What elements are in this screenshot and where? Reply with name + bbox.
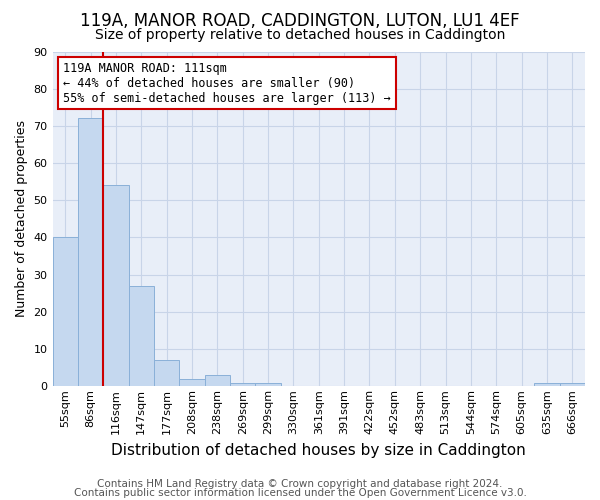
Text: 119A MANOR ROAD: 111sqm
← 44% of detached houses are smaller (90)
55% of semi-de: 119A MANOR ROAD: 111sqm ← 44% of detache… — [63, 62, 391, 104]
Bar — [78, 118, 103, 386]
Bar — [179, 379, 205, 386]
Bar — [560, 382, 585, 386]
Bar — [230, 382, 256, 386]
Bar — [154, 360, 179, 386]
Bar — [103, 186, 128, 386]
Bar — [128, 286, 154, 386]
Bar — [534, 382, 560, 386]
Text: Contains public sector information licensed under the Open Government Licence v3: Contains public sector information licen… — [74, 488, 526, 498]
Y-axis label: Number of detached properties: Number of detached properties — [15, 120, 28, 318]
Text: Contains HM Land Registry data © Crown copyright and database right 2024.: Contains HM Land Registry data © Crown c… — [97, 479, 503, 489]
Bar — [256, 382, 281, 386]
Bar — [205, 375, 230, 386]
Text: 119A, MANOR ROAD, CADDINGTON, LUTON, LU1 4EF: 119A, MANOR ROAD, CADDINGTON, LUTON, LU1… — [80, 12, 520, 30]
X-axis label: Distribution of detached houses by size in Caddington: Distribution of detached houses by size … — [112, 442, 526, 458]
Bar — [53, 238, 78, 386]
Text: Size of property relative to detached houses in Caddington: Size of property relative to detached ho… — [95, 28, 505, 42]
